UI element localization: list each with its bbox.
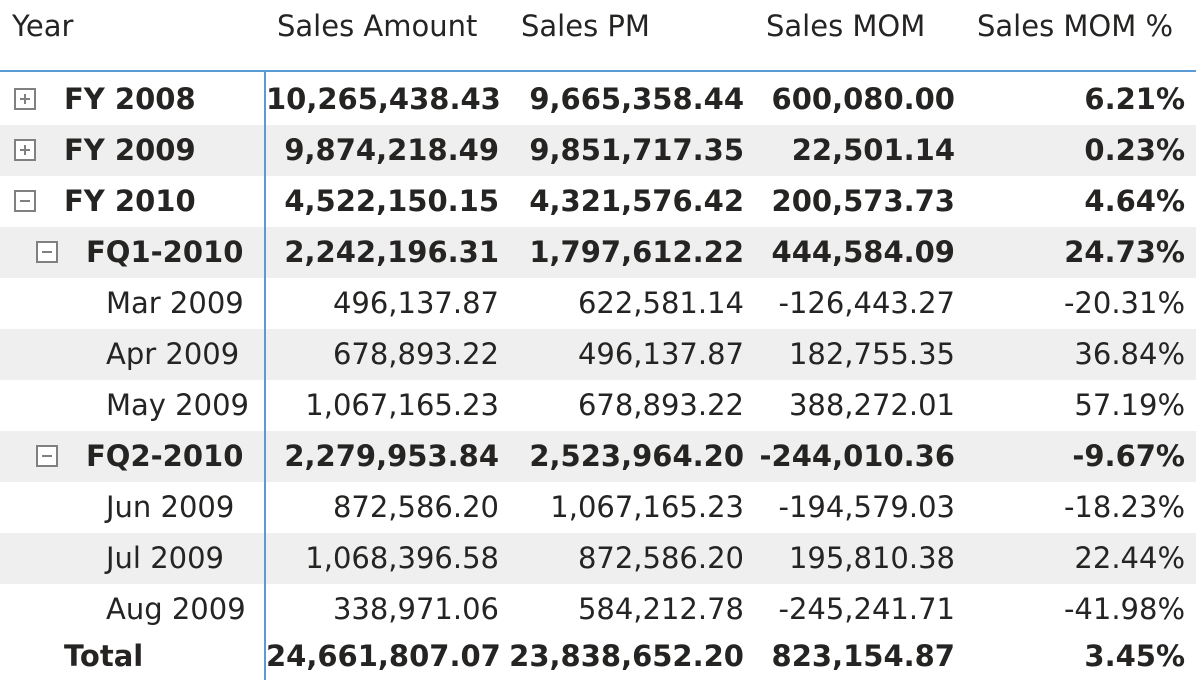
table-row-mar-2009: Mar 2009 496,137.87 622,581.14 -126,443.… <box>0 278 1196 329</box>
cell-sales-mom-pct: 36.84% <box>1074 337 1185 371</box>
row-label: FQ1-2010 <box>86 235 244 269</box>
cell-sales-amount: 2,279,953.84 <box>284 439 499 473</box>
cell-sales-pm: 584,212.78 <box>577 592 744 626</box>
row-header-divider <box>264 72 266 680</box>
cell-sales-pm: 1,797,612.22 <box>529 235 744 269</box>
cell-sales-mom-pct: 24.73% <box>1064 235 1185 269</box>
row-label: Aug 2009 <box>106 592 246 626</box>
column-header-row: Year Sales Amount Sales PM Sales MOM Sal… <box>0 0 1196 72</box>
cell-sales-pm: 678,893.22 <box>577 388 744 422</box>
row-label: Mar 2009 <box>106 286 244 320</box>
cell-sales-mom: 22,501.14 <box>791 133 955 167</box>
table-row-apr-2009: Apr 2009 678,893.22 496,137.87 182,755.3… <box>0 329 1196 380</box>
collapse-minus-icon[interactable] <box>14 190 36 212</box>
cell-sales-mom: 182,755.35 <box>788 337 955 371</box>
cell-sales-pm: 9,665,358.44 <box>529 82 744 116</box>
row-label: FY 2008 <box>64 82 196 116</box>
cell-sales-mom-pct: 57.19% <box>1074 388 1185 422</box>
cell-sales-mom: 200,573.73 <box>771 184 955 218</box>
collapse-minus-icon[interactable] <box>36 445 58 467</box>
table-row-fy-2008: FY 2008 10,265,438.43 9,665,358.44 600,0… <box>0 74 1196 125</box>
cell-sales-amount: 9,874,218.49 <box>284 133 499 167</box>
expand-plus-icon[interactable] <box>14 139 36 161</box>
table-row-fq1-2010: FQ1-2010 2,242,196.31 1,797,612.22 444,5… <box>0 227 1196 278</box>
cell-sales-amount: 4,522,150.15 <box>284 184 499 218</box>
cell-sales-pm: 872,586.20 <box>577 541 744 575</box>
row-label: Jul 2009 <box>106 541 225 575</box>
cell-sales-mom: 600,080.00 <box>771 82 955 116</box>
collapse-minus-icon[interactable] <box>36 241 58 263</box>
cell-sales-amount: 10,265,438.43 <box>266 82 501 116</box>
table-row-fy-2010: FY 2010 4,522,150.15 4,321,576.42 200,57… <box>0 176 1196 227</box>
cell-sales-mom-pct: 4.64% <box>1084 184 1185 218</box>
cell-sales-mom-pct: -18.23% <box>1063 490 1185 524</box>
table-row-may-2009: May 2009 1,067,165.23 678,893.22 388,272… <box>0 380 1196 431</box>
cell-sales-pm: 622,581.14 <box>577 286 744 320</box>
cell-sales-amount: 1,068,396.58 <box>305 541 499 575</box>
row-label: Jun 2009 <box>106 490 235 524</box>
expand-plus-icon[interactable] <box>14 88 36 110</box>
row-label: May 2009 <box>106 388 249 422</box>
cell-sales-pm: 4,321,576.42 <box>529 184 744 218</box>
cell-sales-mom-pct: -41.98% <box>1063 592 1185 626</box>
table-row-jun-2009: Jun 2009 872,586.20 1,067,165.23 -194,57… <box>0 482 1196 533</box>
cell-sales-amount: 1,067,165.23 <box>305 388 499 422</box>
row-label: FQ2-2010 <box>86 439 244 473</box>
cell-sales-mom-pct: 0.23% <box>1084 133 1185 167</box>
cell-sales-amount: 2,242,196.31 <box>284 235 499 269</box>
cell-sales-amount: 678,893.22 <box>332 337 499 371</box>
cell-sales-pm: 2,523,964.20 <box>529 439 744 473</box>
cell-sales-amount: 496,137.87 <box>332 286 499 320</box>
table-row-fq2-2010: FQ2-2010 2,279,953.84 2,523,964.20 -244,… <box>0 431 1196 482</box>
cell-sales-mom: 195,810.38 <box>788 541 955 575</box>
cell-sales-pm: 1,067,165.23 <box>550 490 744 524</box>
cell-sales-mom: 444,584.09 <box>771 235 955 269</box>
header-sales-mom-pct[interactable]: Sales MOM % <box>977 9 1174 43</box>
cell-sales-mom: -244,010.36 <box>759 439 956 473</box>
cell-sales-mom: 823,154.87 <box>771 639 955 673</box>
header-sales-pm[interactable]: Sales PM <box>521 9 650 43</box>
table-row-total: Total 24,661,807.07 23,838,652.20 823,15… <box>0 633 1196 680</box>
cell-sales-mom: -245,241.71 <box>778 592 955 626</box>
cell-sales-mom-pct: 22.44% <box>1074 541 1185 575</box>
header-sales-amount[interactable]: Sales Amount <box>277 9 478 43</box>
cell-sales-amount: 338,971.06 <box>332 592 499 626</box>
cell-sales-amount: 872,586.20 <box>332 490 499 524</box>
cell-sales-pm: 9,851,717.35 <box>529 133 744 167</box>
header-sales-mom[interactable]: Sales MOM <box>766 9 926 43</box>
cell-sales-mom: -126,443.27 <box>778 286 955 320</box>
row-label: FY 2010 <box>64 184 196 218</box>
header-year[interactable]: Year <box>12 9 74 43</box>
cell-sales-mom-pct: -9.67% <box>1072 439 1185 473</box>
table-row-jul-2009: Jul 2009 1,068,396.58 872,586.20 195,810… <box>0 533 1196 584</box>
cell-sales-mom-pct: 6.21% <box>1084 82 1185 116</box>
cell-sales-amount: 24,661,807.07 <box>266 639 501 673</box>
table-row-aug-2009: Aug 2009 338,971.06 584,212.78 -245,241.… <box>0 584 1196 635</box>
cell-sales-mom-pct: 3.45% <box>1084 639 1185 673</box>
cell-sales-mom: 388,272.01 <box>788 388 955 422</box>
cell-sales-pm: 23,838,652.20 <box>509 639 744 673</box>
row-label: Apr 2009 <box>106 337 240 371</box>
row-label: FY 2009 <box>64 133 196 167</box>
row-label: Total <box>64 639 144 673</box>
cell-sales-mom-pct: -20.31% <box>1063 286 1185 320</box>
table-row-fy-2009: FY 2009 9,874,218.49 9,851,717.35 22,501… <box>0 125 1196 176</box>
cell-sales-mom: -194,579.03 <box>778 490 955 524</box>
cell-sales-pm: 496,137.87 <box>577 337 744 371</box>
